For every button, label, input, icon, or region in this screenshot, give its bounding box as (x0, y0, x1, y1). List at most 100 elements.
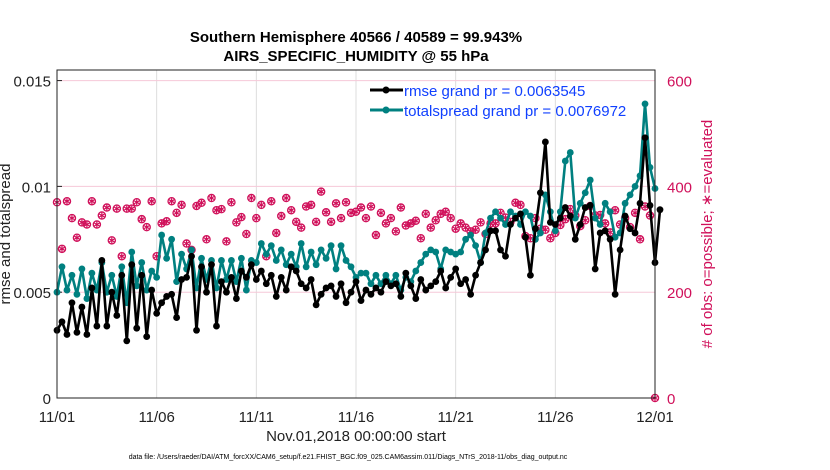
rmse-point (442, 284, 450, 292)
obs-point (341, 198, 351, 207)
obs-point (72, 233, 82, 242)
obs-possible-marker (87, 196, 97, 206)
obs-possible-marker (237, 212, 246, 222)
totalspread-point (576, 199, 584, 207)
obs-evaluated-marker (632, 209, 638, 216)
obs-possible-marker (127, 204, 136, 213)
obs-possible-marker (172, 208, 181, 218)
obs-point (491, 219, 500, 228)
rmse-point (257, 267, 265, 275)
totalspread-point (626, 191, 634, 199)
chart-title: Southern Hemisphere 40566 / 40589 = 99.9… (190, 29, 522, 46)
totalspread-point (63, 286, 71, 294)
rmse-point (347, 288, 355, 296)
rmse-point (272, 293, 280, 300)
rmse-point (382, 278, 390, 286)
rmse-point (566, 212, 574, 220)
obs-point (386, 213, 396, 223)
rmse-point (556, 214, 564, 222)
rmse-point (78, 303, 86, 311)
totalspread-point (267, 242, 275, 250)
totalspread-point (631, 182, 639, 190)
obs-evaluated-marker (243, 231, 250, 237)
rmse-point (317, 290, 325, 298)
obs-possible-marker (381, 219, 391, 228)
rmse-point (168, 290, 176, 298)
x-tick-label: 11/26 (537, 409, 573, 426)
obs-evaluated-marker (183, 240, 190, 247)
totalspread-point (362, 269, 370, 277)
obs-evaluated-marker (178, 201, 185, 208)
rmse-point (133, 324, 141, 332)
rmse-point (497, 246, 504, 254)
obs-point (276, 211, 286, 221)
rmse-point (541, 138, 549, 146)
obs-possible-marker (252, 213, 261, 223)
obs-possible-marker (321, 208, 331, 217)
totalspread-point (392, 271, 400, 279)
obs-possible-marker (267, 196, 276, 206)
totalspread-point (302, 263, 310, 271)
obs-point (62, 196, 72, 206)
obs-point (202, 235, 211, 244)
obs-possible-marker (456, 219, 465, 228)
rmse-point (452, 265, 460, 273)
rmse-point (113, 312, 121, 319)
obs-point (306, 200, 316, 210)
obs-possible-marker (207, 193, 216, 203)
totalspread-point (472, 242, 479, 250)
rmse-point (447, 273, 455, 281)
rmse-point (536, 189, 544, 197)
obs-evaluated-marker (113, 205, 120, 212)
obs-possible-marker (336, 213, 346, 223)
totalspread-point (462, 235, 470, 243)
obs-possible-marker (396, 203, 406, 212)
obs-possible-marker (426, 223, 435, 232)
rmse-point (233, 295, 240, 302)
totalspread-point (487, 214, 494, 222)
obs-point (172, 208, 181, 218)
totalspread-point (297, 240, 305, 247)
obs-evaluated-marker (283, 195, 290, 202)
rmse-point (457, 280, 465, 288)
obs-evaluated-marker (163, 218, 170, 225)
rmse-point (472, 271, 479, 279)
totalspread-point (198, 254, 205, 262)
legend: rmse grand pr = 0.0063545 totalspread gr… (370, 83, 626, 120)
obs-possible-marker (406, 219, 416, 228)
rmse-point (392, 280, 400, 288)
obs-point (376, 208, 386, 218)
totalspread-point (467, 231, 475, 239)
obs-possible-marker (167, 196, 176, 206)
rmse-point (417, 276, 425, 283)
obs-possible-marker (162, 217, 171, 226)
rmse-point (337, 280, 345, 288)
obs-point (351, 207, 361, 217)
obs-possible-marker (247, 193, 256, 203)
obs-possible-marker (286, 205, 296, 215)
obs-point (237, 212, 246, 222)
obs-possible-marker (217, 204, 226, 214)
totalspread-point (262, 250, 270, 258)
x-tick-label: 11/16 (338, 409, 374, 426)
obs-evaluated-marker (173, 209, 180, 216)
obs-evaluated-marker (338, 215, 344, 222)
totalspread-point (68, 271, 76, 279)
rmse-point (427, 282, 435, 290)
totalspread-point (143, 286, 151, 294)
obs-evaluated-marker (133, 199, 140, 206)
rmse-point (586, 202, 594, 209)
obs-evaluated-marker (198, 199, 205, 206)
totalspread-point (317, 246, 325, 254)
obs-point (247, 193, 256, 203)
obs-possible-marker (222, 237, 231, 246)
rmse-point (108, 288, 116, 296)
obs-possible-marker (67, 213, 77, 223)
rmse-point (148, 286, 156, 294)
obs-evaluated-marker (378, 209, 384, 216)
obs-possible-marker (117, 251, 127, 261)
obs-possible-marker (257, 200, 266, 210)
obs-evaluated-marker (328, 218, 334, 225)
rmse-point (467, 290, 475, 298)
